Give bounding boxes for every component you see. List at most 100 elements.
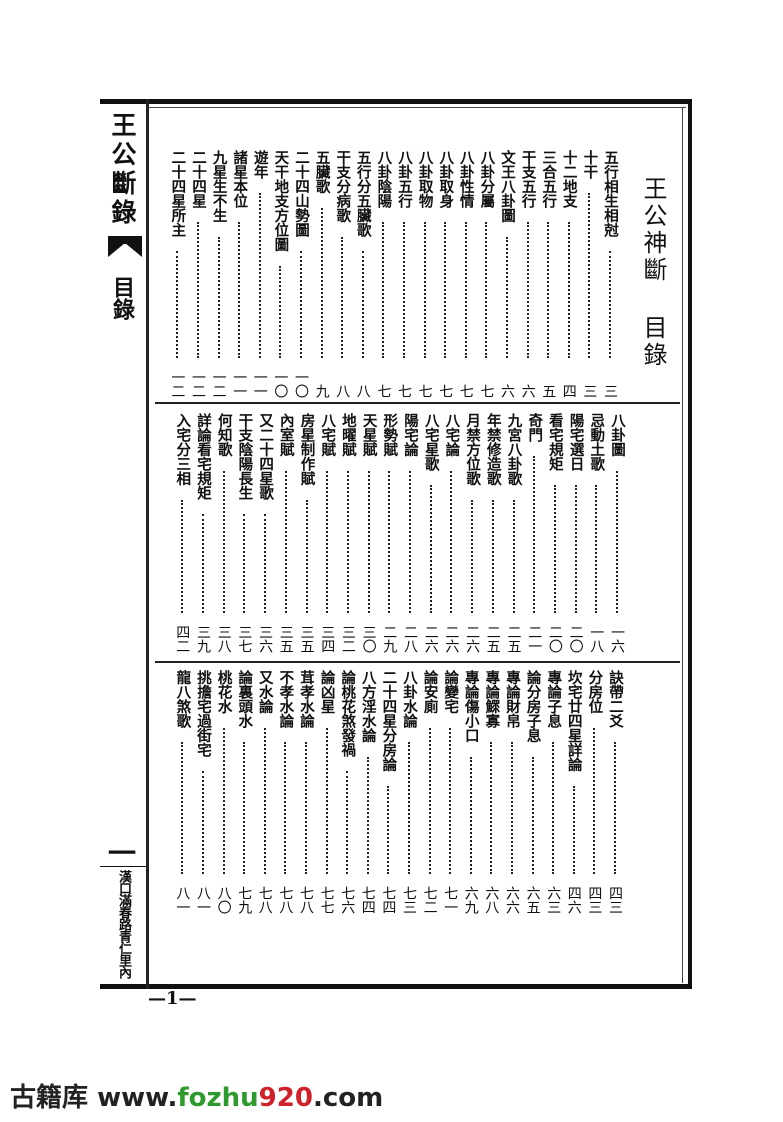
toc-entry[interactable]: 九星生不生 一二: [210, 150, 228, 398]
dot-leader: [469, 756, 472, 874]
entry-title: 八卦圖: [609, 413, 626, 457]
toc-entry[interactable]: 訣帶二爻 四三: [606, 670, 624, 914]
entry-page: 四三: [607, 886, 623, 914]
toc-entry[interactable]: 看宅規矩 二〇: [546, 413, 564, 653]
entry-page: 三八: [215, 625, 232, 653]
entry-title: 文王八卦圖: [499, 150, 516, 223]
frame-left-rule: [146, 99, 149, 989]
toc-entry[interactable]: 八宅星歌 二六: [422, 413, 440, 653]
entry-page: 七一: [442, 886, 459, 914]
toc-entry[interactable]: 八卦水論 七三: [400, 670, 418, 914]
toc-entry[interactable]: 專論傷小口 六九: [462, 670, 480, 914]
toc-entry[interactable]: 地曜賦 三二: [339, 413, 357, 653]
toc-entry[interactable]: 內室賦 三五: [277, 413, 295, 653]
entry-page: 七八: [277, 886, 294, 914]
dot-leader: [305, 742, 307, 874]
dot-leader: [181, 499, 184, 613]
dot-leader: [429, 485, 432, 613]
toc-entry[interactable]: 干支五行六: [519, 150, 537, 398]
margin-leaf-text: 一: [108, 837, 137, 870]
toc-entry[interactable]: 分房位 四三: [585, 670, 603, 914]
toc-entry[interactable]: 詳論看宅規矩 三九: [194, 413, 212, 653]
toc-entry[interactable]: 八卦陰陽七: [374, 150, 392, 398]
toc-entry[interactable]: 天干地支方位圖 一〇: [271, 150, 289, 398]
toc-entry[interactable]: 八卦五行七: [395, 150, 413, 398]
entry-page: 一二: [190, 370, 206, 398]
toc-entry[interactable]: 論裏頭水 七九: [235, 670, 253, 914]
toc-entry[interactable]: 論安廁 七二: [421, 670, 439, 914]
toc-entry[interactable]: 二十四星分房論 七四: [379, 670, 397, 914]
entry-page: 三七: [236, 625, 253, 653]
toc-entry[interactable]: 桃花水 八〇: [215, 670, 233, 914]
toc-entry[interactable]: 文王八卦圖六: [498, 150, 516, 398]
entry-page: 八〇: [215, 886, 232, 914]
toc-entry[interactable]: 二十四山勢圖 一〇: [292, 150, 310, 398]
toc-entry[interactable]: 論變宅 七一: [441, 670, 459, 914]
toc-entry[interactable]: 九宮八卦歌 二五: [505, 413, 523, 653]
toc-entry[interactable]: 龍八煞歌 八一: [173, 670, 191, 914]
toc-entry[interactable]: 五臟歌九: [313, 150, 331, 398]
toc-entry[interactable]: 論凶星 七七: [318, 670, 336, 914]
toc-entry[interactable]: 二十四星 一二: [189, 150, 207, 398]
toc-entry[interactable]: 八卦分屬七: [477, 150, 495, 398]
toc-entry[interactable]: 八宅賦 三四: [318, 413, 336, 653]
toc-entry[interactable]: 專論鰥寡 六八: [482, 670, 500, 914]
toc-entry[interactable]: 諸星本位 一一: [230, 150, 248, 398]
toc-entry[interactable]: 五行分五臟歌八: [354, 150, 372, 398]
toc-entry[interactable]: 八卦性情七: [457, 150, 475, 398]
toc-entry[interactable]: 論分房子息 六五: [524, 670, 542, 914]
toc-entry[interactable]: 五行相生相尅三: [601, 150, 619, 398]
dot-leader: [490, 742, 493, 874]
entry-page: 四六: [565, 886, 582, 914]
toc-entry[interactable]: 陽宅選日 二〇: [567, 413, 585, 653]
entry-title: 八宅論: [443, 413, 461, 457]
toc-entry[interactable]: 八宅論 二六: [442, 413, 460, 653]
toc-entry[interactable]: 又水論 七八: [256, 670, 274, 914]
entry-title: 形勢賦: [381, 413, 399, 457]
dot-leader: [181, 742, 184, 874]
toc-entry[interactable]: 天星賦 三〇: [360, 413, 378, 653]
entry-page: 二〇: [546, 625, 563, 653]
entry-title: 龍八煞歌: [174, 670, 192, 728]
toc-entry[interactable]: 房星制作賦 三五: [298, 413, 316, 653]
toc-entry[interactable]: 遊年 一一: [251, 150, 269, 398]
toc-entry[interactable]: 又二十四星歌 三六: [256, 413, 274, 653]
toc-entry[interactable]: 年禁修造歌 二五: [484, 413, 502, 653]
toc-entry[interactable]: 八卦圖 一六: [608, 413, 626, 653]
toc-entry[interactable]: 三合五行五: [539, 150, 557, 398]
toc-entry[interactable]: 十干三: [580, 150, 598, 398]
toc-entry[interactable]: 茸孝水論 七八: [297, 670, 315, 914]
entry-page: 九: [313, 384, 330, 398]
toc-entry[interactable]: 不孝水論 七八: [276, 670, 294, 914]
entry-page: 一一: [251, 370, 268, 398]
entry-page: 四二: [174, 625, 191, 653]
toc-entry[interactable]: 專論子息 六三: [544, 670, 562, 914]
toc-entry[interactable]: 專論財帛 六六: [503, 670, 521, 914]
toc-entry[interactable]: 形勢賦 二九: [380, 413, 398, 653]
toc-entry[interactable]: 坎宅廿四星詳論 四六: [565, 670, 583, 914]
toc-entry[interactable]: 奇門 二一: [525, 413, 543, 653]
watermark: 古籍库 www.fozhu920.com: [10, 1077, 383, 1114]
toc-entry[interactable]: 陽宅論 二八: [401, 413, 419, 653]
toc-entry[interactable]: 忌動土歌 一八: [587, 413, 605, 653]
dot-leader: [382, 222, 385, 358]
dot-leader: [325, 727, 328, 874]
dot-leader: [574, 485, 577, 613]
dot-leader: [471, 499, 474, 613]
toc-entry[interactable]: 二十四星所主 一二: [168, 150, 186, 398]
toc-entry[interactable]: 八方淫水論 七四: [359, 670, 377, 914]
toc-entry[interactable]: 月禁方位歌 二六: [463, 413, 481, 653]
toc-entry[interactable]: 八卦取物七: [416, 150, 434, 398]
entry-page: 六: [499, 384, 515, 398]
toc-entry[interactable]: 論桃花煞發禍 七六: [338, 670, 356, 914]
toc-entry[interactable]: 干支陰陽長生 三七: [235, 413, 253, 653]
dot-leader: [388, 470, 391, 613]
toc-entry[interactable]: 入宅分三相 四二: [173, 413, 191, 653]
entry-title: 五行分五臟歌: [354, 150, 372, 237]
entry-page: 一〇: [272, 370, 289, 398]
toc-entry[interactable]: 挑擔宅過街宅 八一: [194, 670, 212, 914]
toc-entry[interactable]: 何知歌 三八: [215, 413, 233, 653]
toc-entry[interactable]: 八卦取身七: [436, 150, 454, 398]
toc-entry[interactable]: 干支分病歌八: [333, 150, 351, 398]
toc-entry[interactable]: 十二地支四: [560, 150, 578, 398]
